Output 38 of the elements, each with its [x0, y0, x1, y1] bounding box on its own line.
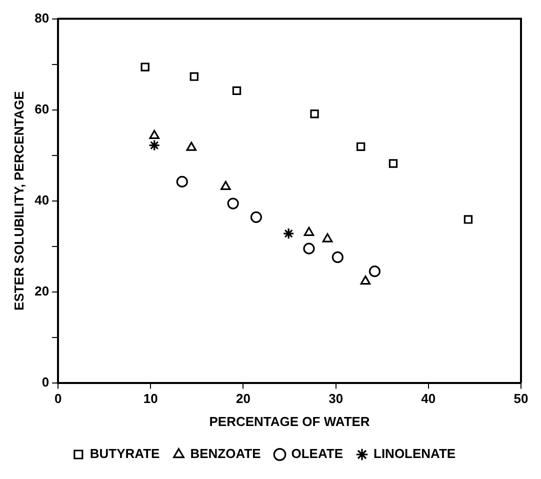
y-tick-label: 60: [34, 101, 50, 116]
legend-label: BUTYRATE: [90, 446, 160, 462]
legend-label: OLEATE: [291, 446, 344, 462]
point: [332, 251, 344, 264]
point: [303, 242, 315, 254]
point: [140, 62, 150, 72]
point: [149, 130, 160, 140]
x-tick-label: 30: [328, 391, 344, 406]
point: [310, 110, 319, 118]
x-tick-label: 20: [236, 391, 250, 406]
legend-label: LINOLENATE: [374, 446, 456, 462]
x-tick-label: 40: [421, 391, 436, 406]
x-tick-label: 0: [54, 391, 62, 406]
point: [282, 228, 294, 240]
legend-label: BENZOATE: [190, 446, 262, 462]
point: [190, 72, 198, 81]
point: [220, 180, 231, 190]
point: [232, 86, 242, 96]
x-tick-label: 50: [514, 391, 528, 406]
point: [464, 215, 473, 224]
point: [368, 266, 381, 278]
point: [176, 176, 188, 188]
point: [360, 276, 371, 285]
y-axis-title: ESTER SOLUBILITY, PERCENTAGE: [11, 90, 26, 310]
point: [388, 159, 398, 168]
point: [186, 142, 197, 151]
point: [227, 198, 239, 210]
x-tick-label: 10: [143, 391, 158, 406]
point: [250, 211, 262, 223]
y-tick-label: 20: [34, 283, 50, 298]
point: [322, 233, 333, 242]
y-tick-label: 40: [34, 192, 50, 208]
point: [148, 139, 160, 152]
point: [356, 142, 366, 151]
y-tick-label: 0: [42, 374, 50, 390]
x-axis-title: PERCENTAGE OF WATER: [209, 414, 370, 429]
point: [304, 226, 314, 236]
y-tick-label: 80: [34, 10, 50, 26]
